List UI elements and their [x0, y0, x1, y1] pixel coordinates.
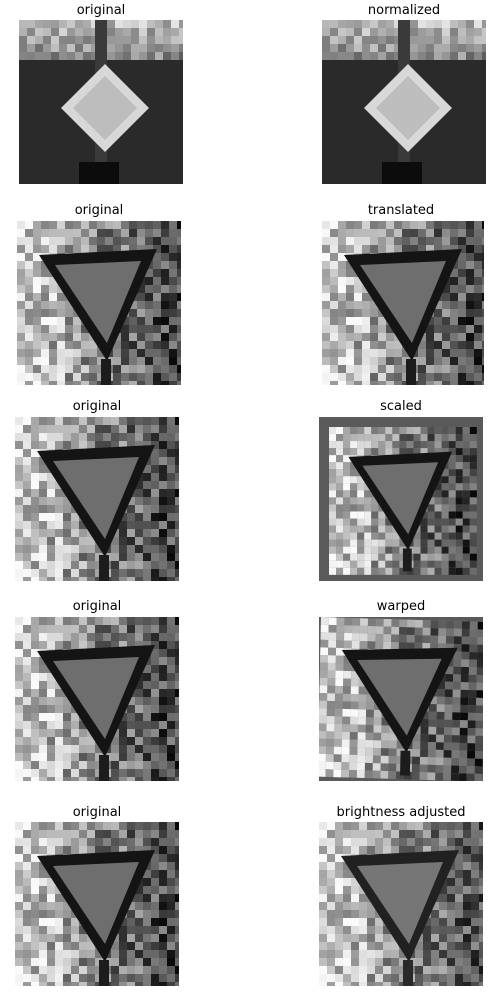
row1-left-title: original: [76, 3, 126, 18]
row2-original-image: [17, 221, 181, 385]
row3-original-image: [15, 417, 179, 581]
row3-right-title: scaled: [380, 399, 422, 414]
row3-left-title: original: [72, 399, 122, 414]
row4-warped-image: [319, 617, 483, 781]
row5-original-image: [15, 822, 179, 986]
row2-left-title: original: [74, 203, 124, 218]
row5-right-title: brightness adjusted: [336, 805, 466, 820]
row2-right-title: translated: [367, 203, 435, 218]
row3-scaled-image: [319, 417, 483, 581]
row1-original-image: [19, 20, 183, 184]
row2-translated-image: [322, 221, 484, 385]
row4-original-image: [15, 617, 179, 781]
row5-brightness-adjusted-image: [319, 822, 483, 986]
row1-right-title: normalized: [367, 3, 441, 18]
row4-left-title: original: [72, 599, 122, 614]
row4-right-title: warped: [376, 599, 426, 614]
row1-normalized-image: [322, 20, 486, 184]
row5-left-title: original: [72, 805, 122, 820]
